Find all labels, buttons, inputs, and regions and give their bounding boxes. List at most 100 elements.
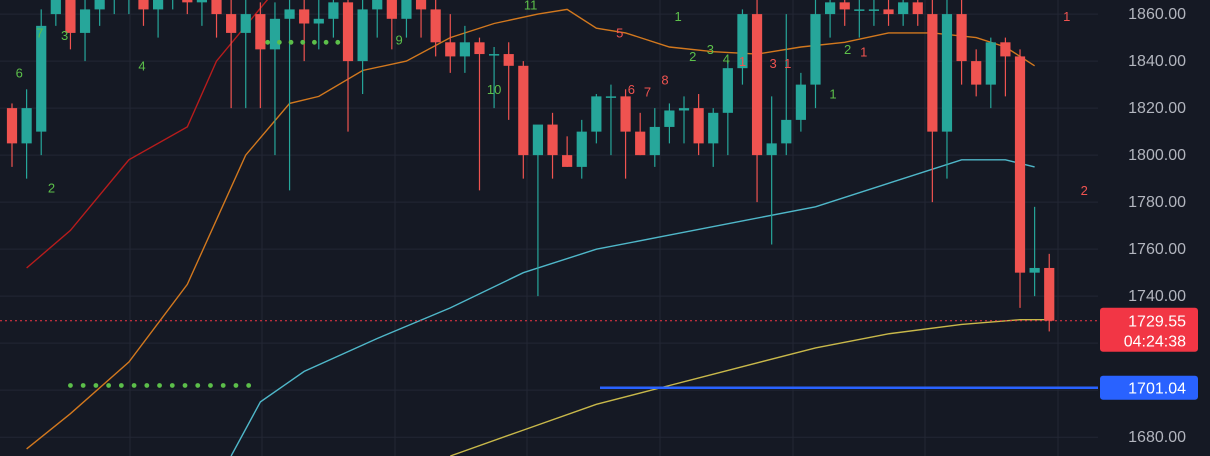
sequence-count-label: 3 (61, 28, 68, 43)
signal-dot (208, 383, 213, 388)
sequence-count-label: 3 (707, 42, 714, 57)
candle-body (971, 61, 982, 85)
candle-body (664, 110, 675, 127)
candle (898, 0, 909, 26)
signal-dot (246, 383, 252, 388)
candle (226, 0, 237, 109)
sequence-count-label: 2 (689, 49, 696, 64)
candle (459, 25, 470, 73)
candle-body (152, 0, 164, 10)
candle-body (6, 108, 18, 144)
candle (488, 47, 500, 109)
candle-body (255, 14, 266, 50)
candle (985, 37, 996, 109)
candle (313, 0, 324, 50)
candle-body (912, 2, 923, 15)
candle (138, 0, 149, 26)
candle (883, 0, 894, 26)
candle-body (620, 96, 631, 132)
candle (128, 0, 130, 15)
candle-body (21, 108, 32, 144)
candle-body (372, 0, 383, 10)
candle (342, 0, 354, 132)
candle-body (635, 131, 646, 156)
horizontal-level-value: 1701.04 (1128, 381, 1186, 398)
candle-body (781, 119, 792, 144)
candle (591, 94, 602, 144)
candle (386, 0, 397, 50)
ma-slow-line (230, 159, 1035, 456)
candle (868, 0, 880, 26)
candle-body (839, 2, 850, 10)
candle (781, 14, 792, 156)
candle-body (518, 65, 529, 156)
candle-body (182, 0, 193, 3)
candle-body (985, 42, 996, 85)
signal-dot (106, 383, 112, 388)
candle (299, 0, 310, 62)
candle-countdown: 04:24:38 (1124, 334, 1186, 351)
sequence-count-label: 1 (739, 54, 746, 69)
candle-body (591, 96, 602, 132)
candle (94, 0, 105, 26)
candle (65, 0, 76, 50)
sequence-count-label: 6 (628, 82, 635, 97)
y-axis-tick-label: 1680.00 (1128, 429, 1186, 446)
candle-body (1014, 56, 1026, 273)
sequence-count-label: 5 (616, 26, 623, 41)
signal-dot (157, 383, 162, 388)
signal-dot (80, 383, 86, 388)
candle-body (196, 0, 208, 3)
signal-dot (68, 383, 73, 388)
candle-body (36, 25, 47, 132)
candle-body (927, 14, 938, 132)
sequence-count-label: 10 (487, 82, 501, 97)
y-axis-tick-label: 1800.00 (1128, 147, 1186, 164)
sequence-count-label: 7 (36, 26, 43, 41)
sequence-count-label: 2 (48, 181, 55, 196)
candle-body (708, 112, 719, 144)
candle (36, 9, 47, 156)
candle (722, 61, 733, 156)
candle-body (562, 155, 573, 167)
candle (605, 84, 617, 156)
candle (172, 0, 174, 10)
candle (240, 0, 251, 109)
candle-body (941, 14, 953, 132)
candle (678, 96, 690, 144)
sequence-count-label: 2 (1081, 183, 1088, 198)
current-price-tag (1100, 307, 1198, 352)
candle (751, 0, 763, 203)
candle-body (751, 14, 763, 156)
ma-mid-line (26, 8, 1035, 450)
signal-dot (323, 39, 329, 45)
candle (693, 94, 704, 156)
signal-dot (276, 39, 282, 45)
candle-body (474, 42, 485, 55)
candle-body (240, 14, 251, 33)
candle-body (693, 108, 704, 144)
candle (766, 96, 777, 245)
candle (269, 2, 281, 156)
signal-dot (220, 383, 226, 388)
candle-body (649, 126, 660, 156)
sequence-count-label: 1 (675, 9, 682, 24)
candle (328, 0, 339, 38)
sequence-count-label: 8 (661, 73, 668, 88)
candle (1044, 253, 1055, 332)
candle (941, 0, 953, 179)
candle-body (488, 54, 500, 56)
candle (562, 136, 573, 167)
candle-body (825, 2, 836, 15)
candle (196, 0, 208, 26)
candle-body (1029, 267, 1040, 273)
candle (50, 0, 61, 26)
candle (21, 89, 32, 179)
candle-body (401, 0, 412, 19)
candle-body (313, 18, 324, 24)
candle-body (50, 0, 61, 15)
candle (956, 0, 967, 85)
